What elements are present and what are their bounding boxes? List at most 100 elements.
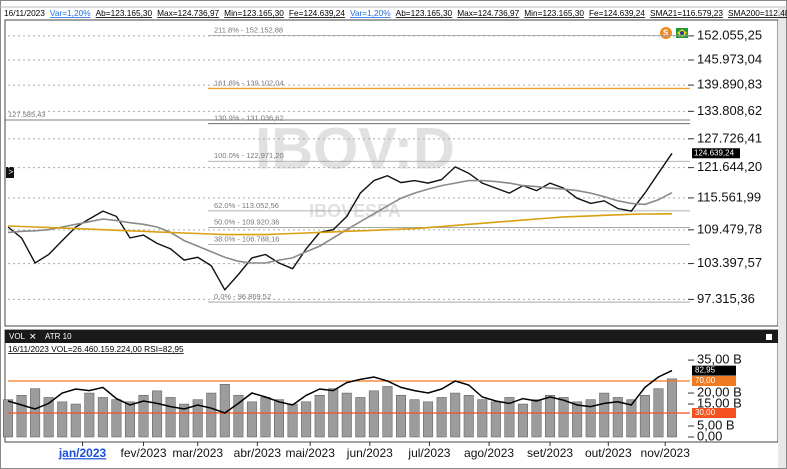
rsi-level-label: 70,00 bbox=[695, 376, 716, 385]
volume-bar bbox=[165, 397, 176, 438]
x-tick-label: jun/2023 bbox=[346, 446, 393, 460]
volume-bar bbox=[97, 397, 108, 438]
volume-panel-header bbox=[5, 330, 778, 343]
x-tick-label: abr/2023 bbox=[234, 446, 282, 460]
expand-button[interactable] bbox=[6, 167, 14, 178]
y-tick-label: 0,00 bbox=[697, 428, 722, 443]
y-tick-label: 139.890,83 bbox=[697, 77, 762, 92]
volume-bar bbox=[545, 394, 556, 438]
header-item: Var=1,20% bbox=[50, 8, 91, 18]
expand-arrow: > bbox=[9, 168, 14, 177]
rsi-line bbox=[7, 369, 673, 414]
volume-bar bbox=[504, 397, 515, 438]
y-tick-label: 127.726,41 bbox=[697, 130, 762, 145]
left-note: 127.585,43 bbox=[8, 110, 46, 119]
fib-label: 38.0% - 106.788,16 bbox=[214, 235, 279, 244]
volume-bar bbox=[490, 401, 501, 438]
volume-bar bbox=[395, 394, 406, 438]
rsi-level-box bbox=[692, 408, 736, 418]
volume-bar bbox=[599, 392, 610, 438]
rsi-level-box bbox=[692, 376, 736, 386]
volume-bar bbox=[260, 397, 271, 438]
y-tick-label: 133.808,62 bbox=[697, 103, 762, 118]
x-tick-label: mar/2023 bbox=[172, 446, 223, 460]
volume-bar bbox=[626, 399, 637, 438]
y-tick-label: 15,00 B bbox=[697, 395, 742, 410]
volume-bar bbox=[3, 399, 13, 438]
y-tick-label: 145.973,04 bbox=[697, 51, 762, 66]
series-line bbox=[7, 179, 673, 264]
x-tick-label: mai/2023 bbox=[286, 446, 336, 460]
header-item: Ab=123.165,30 bbox=[96, 8, 153, 18]
header-item: Var=1,20% bbox=[350, 8, 391, 18]
panel-info: 16/11/2023 VOL=26.460.159.224,00 RSI=82,… bbox=[8, 344, 184, 354]
y-tick-label: 97.315,36 bbox=[697, 291, 755, 306]
volume-bar bbox=[667, 378, 677, 438]
panel-indicator: ATR 10 bbox=[45, 332, 72, 341]
scrollbar[interactable] bbox=[778, 8, 786, 468]
volume-bar bbox=[355, 397, 366, 438]
header-item: Ab=123.165,30 bbox=[396, 8, 453, 18]
y-tick-label: 5,00 B bbox=[697, 417, 735, 432]
watermark-title: IBOV:D bbox=[255, 116, 455, 181]
volume-bar bbox=[124, 401, 135, 438]
y-tick-label: 152.055,25 bbox=[697, 27, 762, 42]
volume-bar bbox=[233, 394, 244, 438]
last-price-box bbox=[692, 148, 740, 159]
header-item: Max=124.736,97 bbox=[157, 8, 219, 18]
header-item: SMA21=116.579,23 bbox=[650, 8, 723, 18]
volume-bar bbox=[517, 403, 528, 438]
panel-title: VOL bbox=[9, 332, 26, 341]
x-tick-label: set/2023 bbox=[527, 446, 573, 460]
header-item: Fe=124.639,24 bbox=[289, 8, 345, 18]
volume-bar bbox=[179, 403, 190, 438]
x-tick-label: jan/2023 bbox=[58, 446, 107, 460]
y-tick-label: 35,00 B bbox=[697, 352, 742, 367]
series-line bbox=[7, 213, 673, 236]
volume-bar bbox=[246, 401, 257, 438]
fib-label: 100.0% - 122.971,20 bbox=[214, 151, 284, 160]
rsi-last-box bbox=[692, 365, 736, 376]
panel-close: ✕ bbox=[29, 331, 37, 341]
volume-bar bbox=[314, 394, 325, 438]
volume-bar bbox=[382, 386, 393, 438]
volume-bar bbox=[43, 397, 54, 438]
volume-bar bbox=[409, 399, 420, 438]
volume-bar bbox=[572, 401, 583, 438]
volume-bar bbox=[301, 401, 312, 438]
fib-label: 130.9% - 131.036,62 bbox=[214, 114, 284, 123]
volume-bar bbox=[585, 399, 596, 438]
header-item: Min=123.165,30 bbox=[524, 8, 584, 18]
icon-s-letter: S bbox=[663, 29, 669, 38]
layer: 16/11/2023 Var=1,20% Ab=123.165,30 Max=124.… bbox=[3, 8, 787, 460]
y-tick-label: 121.644,20 bbox=[697, 159, 762, 174]
rsi-level-label: 30,00 bbox=[695, 408, 716, 417]
header-item: SMA200=112.483,45 bbox=[728, 8, 787, 18]
volume-bar bbox=[111, 399, 122, 438]
header-item: Fe=124.639,24 bbox=[589, 8, 645, 18]
volume-bar bbox=[287, 403, 298, 438]
fib-label: 62.0% - 113.052,56 bbox=[214, 201, 279, 210]
fib-label: 0.0% - 96.869,52 bbox=[214, 292, 271, 301]
volume-bar bbox=[152, 390, 163, 438]
y-tick-label: 115.561,99 bbox=[697, 189, 761, 204]
y-tick-label: 109.479,78 bbox=[697, 221, 762, 236]
x-tick-label: ago/2023 bbox=[464, 446, 514, 460]
volume-bar bbox=[477, 399, 488, 438]
x-tick-label: out/2023 bbox=[585, 446, 632, 460]
volume-bar bbox=[450, 392, 461, 438]
x-tick-label: fev/2023 bbox=[120, 446, 166, 460]
panel-close-box[interactable] bbox=[766, 334, 772, 340]
x-tick-label: nov/2023 bbox=[641, 446, 691, 460]
volume-bar bbox=[84, 392, 95, 438]
volume-bar bbox=[192, 399, 203, 438]
volume-bar bbox=[206, 392, 217, 438]
volume-bar bbox=[341, 392, 352, 438]
x-tick-label: jul/2023 bbox=[407, 446, 450, 460]
header-item: Min=123.165,30 bbox=[224, 8, 284, 18]
volume-bar bbox=[558, 397, 569, 438]
header-item: 16/11/2023 bbox=[4, 8, 45, 18]
fib-label: 161.8% - 139.102,04 bbox=[214, 78, 284, 87]
